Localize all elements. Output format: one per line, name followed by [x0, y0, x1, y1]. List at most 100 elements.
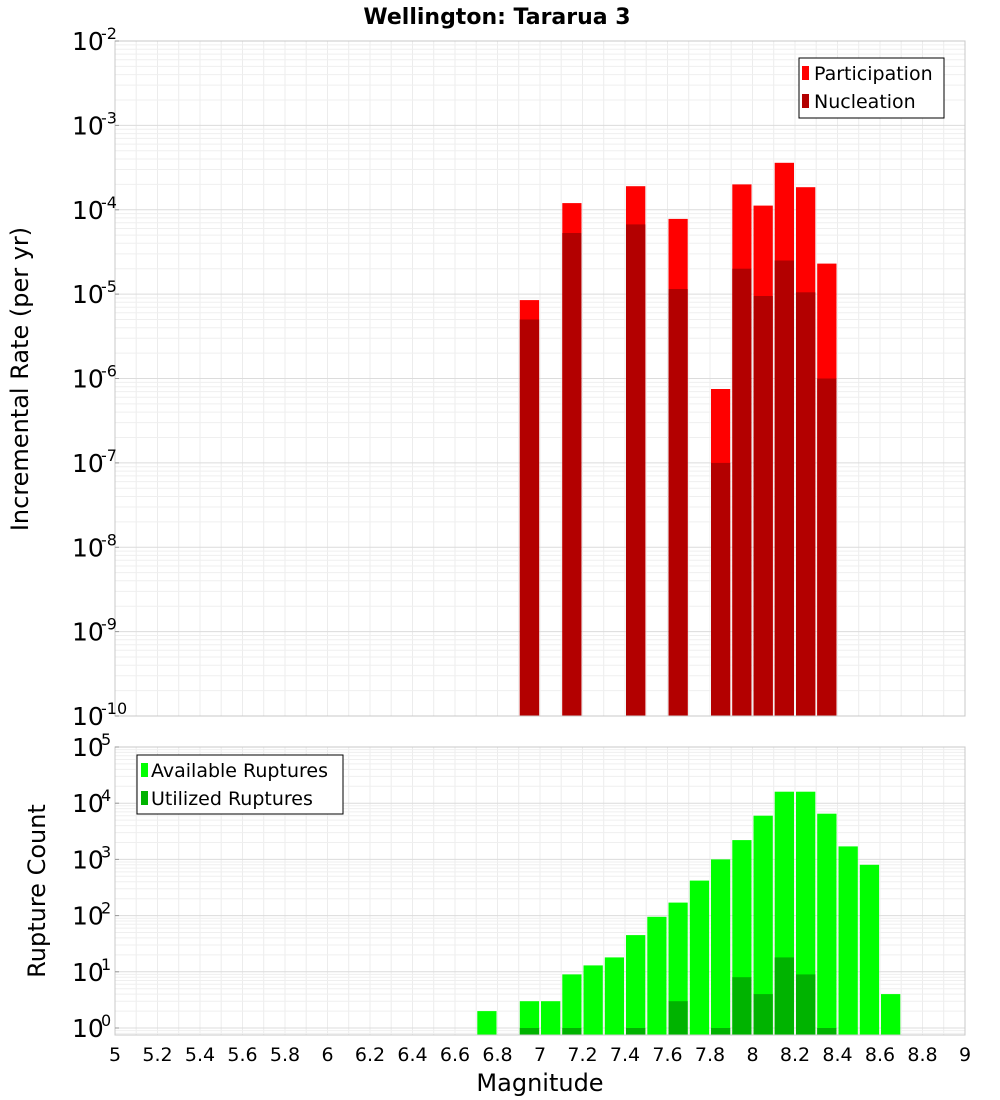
- rate-y-axis-label: Incremental Rate (per yr): [6, 227, 34, 531]
- rate-y-tick-mantissa: 10: [72, 533, 104, 562]
- legend-label-nucleation: Nucleation: [814, 91, 916, 113]
- count-y-tick-mantissa: 10: [72, 902, 104, 931]
- rate-y-tick-label: 10-5: [72, 277, 119, 309]
- rate-y-tick-label: 10-2: [72, 24, 119, 56]
- count-bar-utilized-ruptures: [732, 977, 752, 1035]
- rate-y-tick-label: 10-8: [72, 530, 119, 562]
- count-y-tick-exponent: 1: [101, 955, 111, 974]
- legend-swatch-nucleation: [802, 94, 809, 108]
- count-y-tick-mantissa: 10: [72, 845, 104, 874]
- rate-bar-nucleation: [774, 260, 794, 716]
- x-tick-label: 7.2: [567, 1044, 597, 1066]
- count-y-tick-mantissa: 10: [72, 733, 104, 762]
- legend-label-utilized: Utilized Ruptures: [151, 788, 313, 810]
- count-bars: [477, 791, 901, 1035]
- count-bar-available-ruptures: [753, 815, 773, 1035]
- count-bar-available-ruptures: [541, 1001, 561, 1035]
- count-y-tick-label: 102: [72, 899, 119, 931]
- rate-y-tick-label: 10-9: [72, 615, 119, 647]
- count-bar-utilized-ruptures: [711, 1028, 731, 1035]
- rate-y-tick-mantissa: 10: [72, 27, 104, 56]
- count-bar-available-ruptures: [626, 935, 646, 1035]
- rate-y-tick-label: 10-4: [72, 193, 119, 225]
- x-tick-label: 5.2: [142, 1044, 172, 1066]
- rate-y-tick-label: 10-7: [72, 446, 119, 478]
- magnitude-x-ticks: 5 5.2 5.4 5.6 5.8 6 6.2 6.4 6.6 6.8 7 7.2 7.4 7.6 7.8 8…: [109, 1044, 971, 1066]
- x-tick-label: 6.8: [482, 1044, 512, 1066]
- count-bar-utilized-ruptures: [668, 1001, 688, 1035]
- count-y-tick-label: 103: [72, 842, 119, 874]
- x-tick-label: 5.8: [270, 1044, 300, 1066]
- count-bar-utilized-ruptures: [753, 994, 773, 1035]
- rate-y-tick-label: 10-3: [72, 108, 119, 140]
- count-y-tick-exponent: 5: [101, 730, 111, 749]
- count-plot-border: [114, 746, 966, 1036]
- count-bar-utilized-ruptures: [817, 1028, 837, 1035]
- count-bar-utilized-ruptures: [796, 974, 816, 1035]
- rate-grid: [115, 41, 965, 716]
- legend-swatch-available: [141, 763, 148, 777]
- count-bar-available-ruptures: [519, 1001, 540, 1035]
- rate-legend: Participation Nucleation: [798, 57, 945, 119]
- count-bar-available-ruptures: [604, 957, 624, 1035]
- count-legend: Available Ruptures Utilized Ruptures: [136, 754, 344, 815]
- count-y-tick-exponent: 3: [101, 842, 111, 861]
- x-tick-label: 7.6: [652, 1044, 682, 1066]
- x-tick-label: 6.2: [355, 1044, 385, 1066]
- rate-bar-nucleation: [753, 296, 773, 716]
- count-bar-utilized-ruptures: [519, 1028, 540, 1035]
- count-y-tick-mantissa: 10: [72, 789, 104, 818]
- count-bar-available-ruptures: [881, 994, 901, 1035]
- rate-bar-nucleation: [817, 378, 837, 716]
- count-bar-available-ruptures: [647, 916, 667, 1035]
- rate-y-tick-exponent: -8: [101, 530, 117, 549]
- count-y-tick-exponent: 2: [101, 899, 111, 918]
- rate-y-tick-mantissa: 10: [72, 280, 104, 309]
- rate-bar-nucleation: [626, 224, 646, 716]
- rate-bar-nucleation: [562, 233, 582, 716]
- rate-bar-nucleation: [668, 289, 688, 716]
- count-y-tick-label: 100: [72, 1011, 119, 1043]
- legend-label-available: Available Ruptures: [151, 760, 328, 782]
- count-y-tick-exponent: 4: [101, 786, 111, 805]
- count-legend-box: [136, 754, 344, 815]
- count-bar-available-ruptures: [796, 791, 816, 1035]
- count-y-tick-mantissa: 10: [72, 1014, 104, 1043]
- rate-y-tick-exponent: -6: [101, 362, 117, 381]
- x-tick-label: 7.8: [695, 1044, 725, 1066]
- count-bar-available-ruptures: [583, 965, 603, 1035]
- count-bar-utilized-ruptures: [562, 1028, 582, 1035]
- x-tick-label: 5.6: [227, 1044, 257, 1066]
- count-bar-utilized-ruptures: [626, 1028, 646, 1035]
- count-bar-available-ruptures: [562, 974, 582, 1035]
- rate-bars: [519, 162, 837, 717]
- x-axis-label: Magnitude: [476, 1069, 603, 1097]
- count-y-tick-label: 104: [72, 786, 119, 818]
- x-tick-label: 8.6: [865, 1044, 895, 1066]
- x-tick-label: 8: [746, 1044, 758, 1066]
- rate-y-tick-exponent: -2: [101, 24, 117, 43]
- x-tick-label: 5: [109, 1044, 121, 1066]
- rate-y-tick-exponent: -5: [101, 277, 117, 296]
- rate-y-tick-exponent: -3: [101, 108, 117, 127]
- count-y-tick-mantissa: 10: [72, 958, 104, 987]
- rate-bar-nucleation: [711, 462, 731, 716]
- rate-legend-box: [798, 57, 945, 119]
- x-tick-label: 7.4: [610, 1044, 640, 1066]
- legend-label-participation: Participation: [814, 63, 933, 85]
- x-tick-label: 7: [534, 1044, 546, 1066]
- rate-y-tick-label: 10-6: [72, 362, 119, 394]
- rate-y-tick-mantissa: 10: [72, 196, 104, 225]
- x-tick-label: 8.2: [780, 1044, 810, 1066]
- x-tick-label: 6: [321, 1044, 333, 1066]
- x-tick-label: 6.4: [397, 1044, 427, 1066]
- rate-y-tick-exponent: -7: [101, 446, 117, 465]
- rate-y-tick-exponent: -4: [101, 193, 117, 212]
- count-y-axis-label: Rupture Count: [23, 804, 51, 978]
- rate-bar-nucleation: [796, 292, 816, 716]
